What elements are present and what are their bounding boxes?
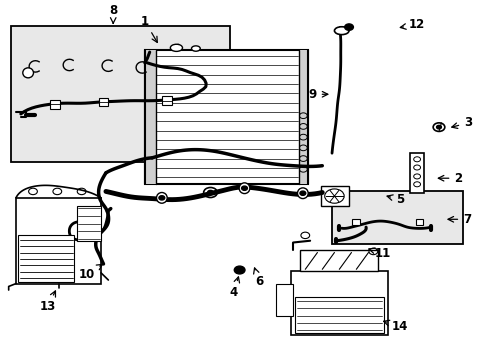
Bar: [99, 98, 108, 107]
Text: 2: 2: [437, 172, 462, 185]
Bar: [16, 198, 101, 284]
Bar: [300, 249, 377, 271]
Text: 3: 3: [451, 116, 471, 129]
Text: 7: 7: [447, 213, 470, 226]
Circle shape: [241, 186, 247, 190]
Ellipse shape: [156, 193, 167, 203]
Text: 1: 1: [141, 14, 157, 42]
Bar: [415, 219, 423, 225]
Bar: [290, 271, 387, 336]
Bar: [331, 191, 462, 244]
Text: 12: 12: [400, 18, 425, 31]
Ellipse shape: [191, 46, 200, 51]
Ellipse shape: [23, 68, 33, 78]
Bar: [11, 26, 229, 162]
Bar: [298, 50, 307, 184]
Text: 9: 9: [308, 88, 327, 101]
Ellipse shape: [170, 44, 182, 51]
Bar: [144, 50, 307, 184]
Circle shape: [207, 190, 213, 195]
Bar: [144, 50, 155, 184]
Bar: [294, 297, 383, 333]
Bar: [19, 235, 74, 282]
Bar: [320, 186, 348, 206]
Text: 6: 6: [253, 268, 263, 288]
Text: 11: 11: [368, 247, 390, 260]
Text: 4: 4: [229, 277, 239, 299]
Ellipse shape: [239, 183, 249, 194]
Bar: [162, 96, 171, 105]
Text: 14: 14: [383, 320, 407, 333]
Ellipse shape: [297, 188, 307, 199]
Ellipse shape: [334, 27, 348, 35]
Text: 13: 13: [40, 291, 56, 313]
Bar: [50, 100, 60, 109]
Text: 8: 8: [109, 4, 117, 23]
Circle shape: [234, 266, 244, 274]
Bar: [77, 206, 101, 241]
Bar: [276, 284, 292, 316]
Bar: [352, 219, 360, 225]
Circle shape: [159, 196, 164, 200]
Bar: [409, 153, 424, 193]
Circle shape: [344, 24, 353, 30]
Circle shape: [436, 125, 441, 129]
Text: 10: 10: [78, 264, 102, 281]
Circle shape: [299, 191, 305, 195]
Text: 5: 5: [386, 193, 404, 206]
